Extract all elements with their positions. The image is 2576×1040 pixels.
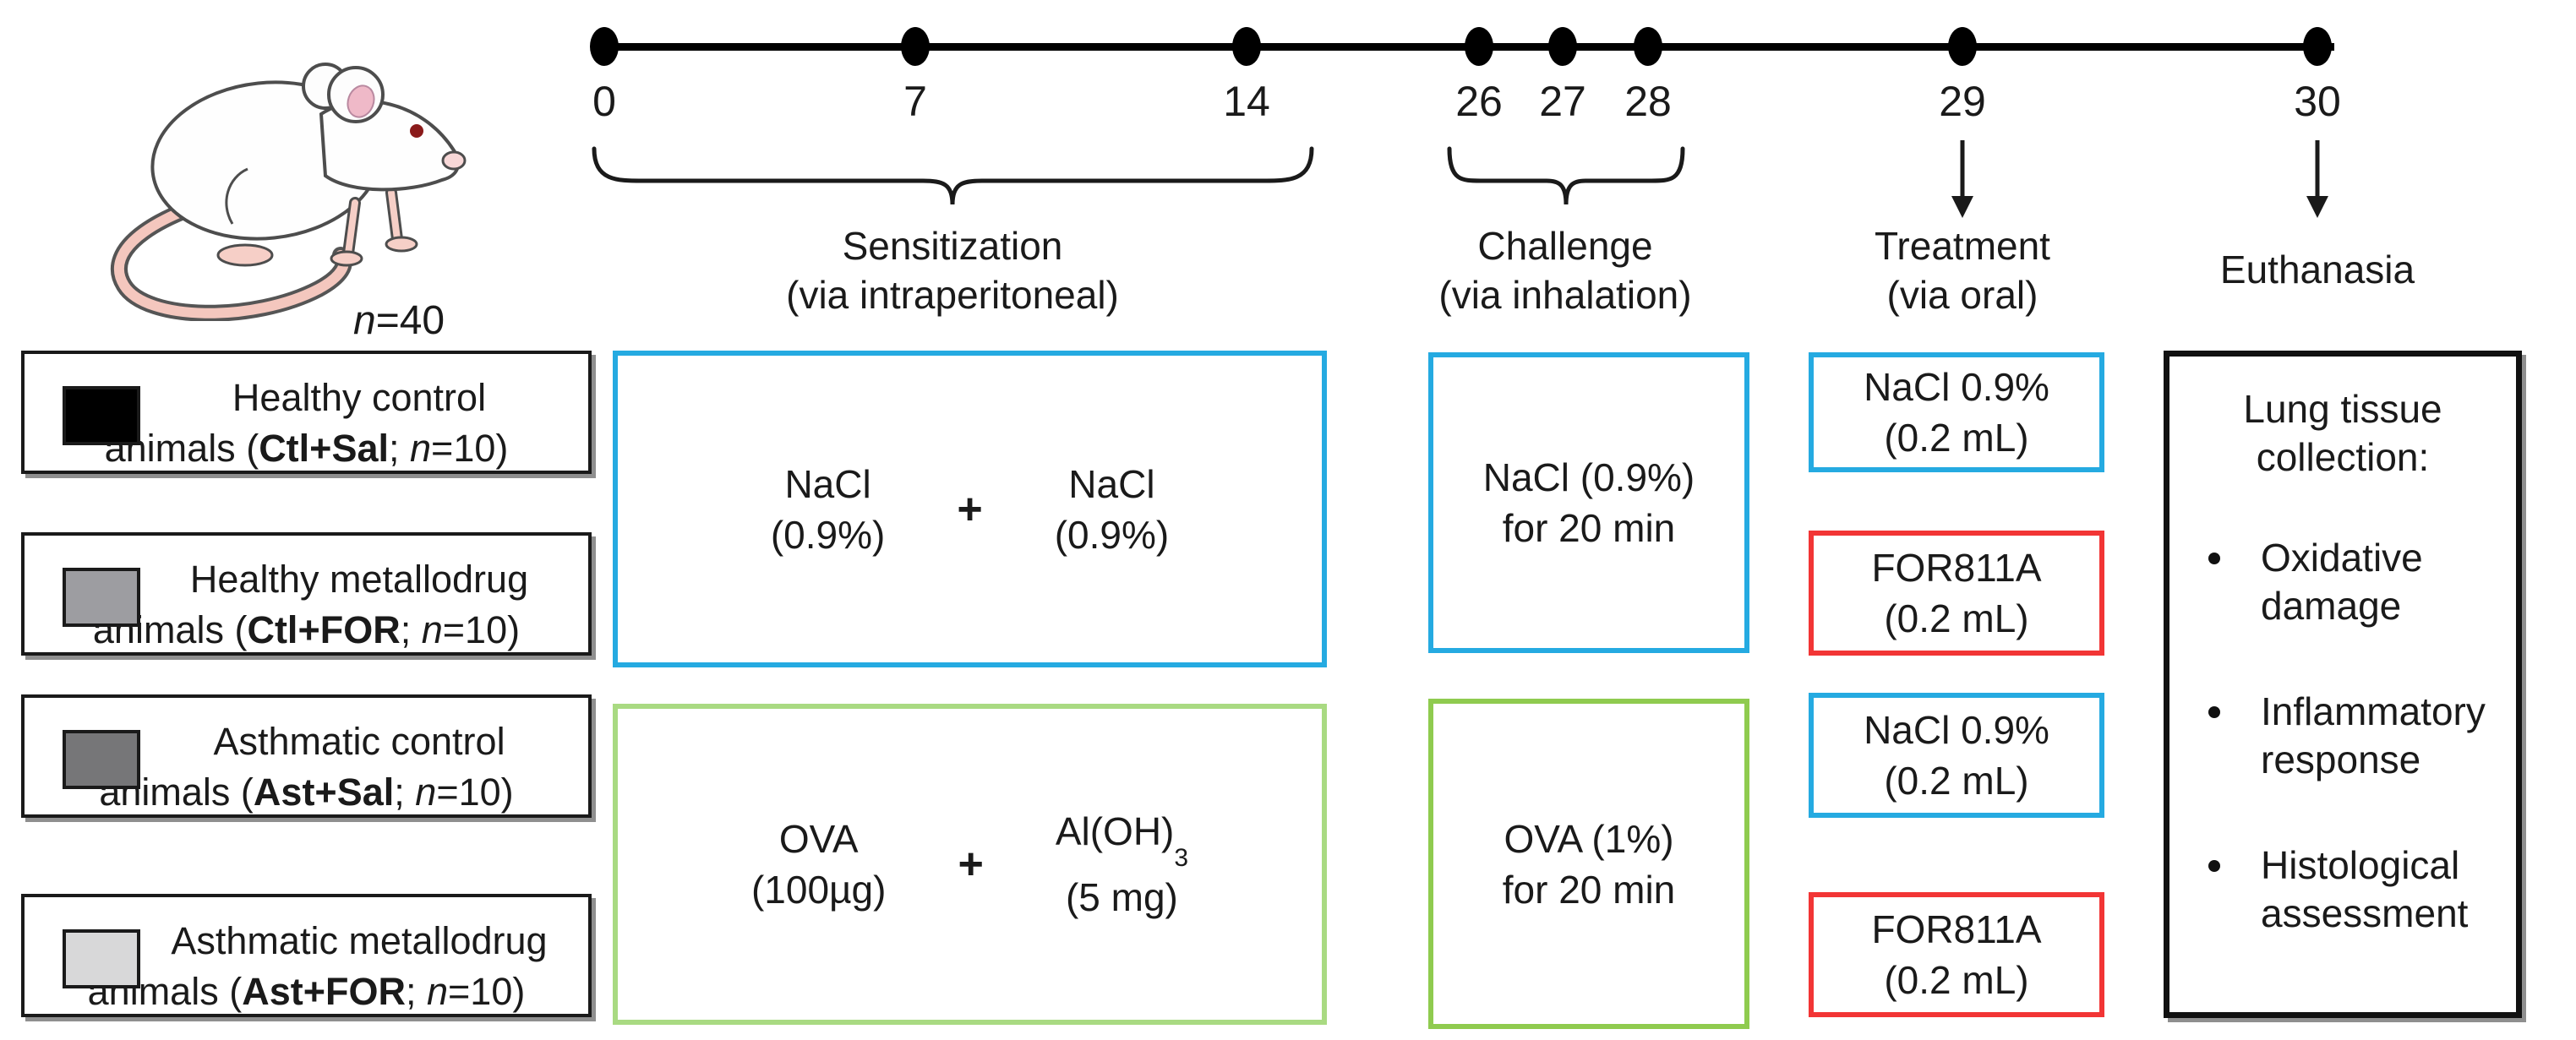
group-box-ctl-for: Healthy metallodrug animals (Ctl+FOR; n=… [21,532,592,656]
timeline-line [592,43,2334,51]
group-box-ast-sal: Asthmatic control animals (Ast+Sal; n=10… [21,694,592,818]
phase-label-sensitization: Sensitization (via intraperitoneal) [786,224,1119,317]
group-swatch-ast-for [63,929,140,988]
plus-sign: + [957,484,983,534]
timeline-dot-day-28 [1634,27,1662,66]
sample-size-label: n=40 [353,298,445,343]
mouse-ear-inner [347,84,375,118]
mouse-illustration [111,63,467,321]
timeline-day-label: 14 [1223,78,1270,125]
outcome-bullet-list: Oxidative damage Inflammatory response H… [2169,534,2516,938]
timeline-day-label: 26 [1455,78,1503,125]
timeline-day-label: 28 [1624,78,1672,125]
treatment-box-nacl-1: NaCl 0.9% (0.2 mL) [1809,352,2104,472]
mouse-front-legs [330,187,418,267]
mouse-nose [441,150,467,171]
brace-sensitization-icon [592,146,1314,205]
timeline-dot-day-7 [901,27,930,66]
phase-label-euthanasia: Euthanasia [2219,248,2415,291]
timeline-day-label: 29 [1939,78,1986,125]
challenge-saline-box: NaCl (0.9%) for 20 min [1428,352,1749,653]
outcome-title: Lung tissue collection: [2243,387,2442,479]
timeline-day-label: 0 [592,78,616,125]
timeline-dot-day-0 [590,27,619,66]
timeline-dot-day-29 [1948,27,1977,66]
outcome-box: Lung tissue collection: Oxidative damage… [2164,351,2522,1018]
timeline-dot-day-14 [1232,27,1261,66]
arrow-down-treatment-icon [1951,140,1973,218]
timeline-dot-day-30 [2303,27,2332,66]
mouse-eye [410,124,423,138]
group-swatch-ctl-sal [63,386,140,445]
phase-label-challenge: Challenge (via inhalation) [1438,224,1692,317]
challenge-ova-box: OVA (1%) for 20 min [1428,699,1749,1029]
mouse-hind-foot [216,243,274,267]
timeline-dot-day-27 [1548,27,1577,66]
brace-challenge-icon [1447,146,1685,205]
bullet-dot-icon [2208,860,2220,872]
timeline-day-label: 30 [2294,78,2341,125]
group-box-ast-for: Asthmatic metallodrug animals (Ast+FOR; … [21,894,592,1017]
treatment-box-nacl-2: NaCl 0.9% (0.2 mL) [1809,693,2104,818]
treatment-box-for811a-2: FOR811A (0.2 mL) [1809,892,2104,1017]
plus-sign: + [958,840,984,889]
group-swatch-ast-sal [63,730,140,789]
outcome-bullet: Histological assessment [2208,841,2516,938]
group-swatch-ctl-for [63,568,140,627]
sensitization-ova-box: OVA (100µg) + Al(OH)3 (5 mg) [613,704,1327,1025]
phase-label-treatment: Treatment (via oral) [1875,224,2050,317]
timeline-day-label: 27 [1539,78,1586,125]
arrow-down-euthanasia-icon [2306,140,2328,218]
outcome-bullet: Inflammatory response [2208,688,2516,784]
bullet-dot-icon [2208,706,2220,718]
timeline-day-label: 7 [903,78,927,125]
bullet-dot-icon [2208,553,2220,564]
sensitization-saline-box: NaCl (0.9%) + NaCl (0.9%) [613,351,1327,667]
timeline-dot-day-26 [1465,27,1493,66]
outcome-bullet: Oxidative damage [2208,534,2516,630]
mouse-haunch [225,167,248,225]
treatment-box-for811a-1: FOR811A (0.2 mL) [1809,531,2104,656]
mouse-tail [111,182,352,321]
group-box-ctl-sal: Healthy control animals (Ctl+Sal; n=10) [21,351,592,474]
